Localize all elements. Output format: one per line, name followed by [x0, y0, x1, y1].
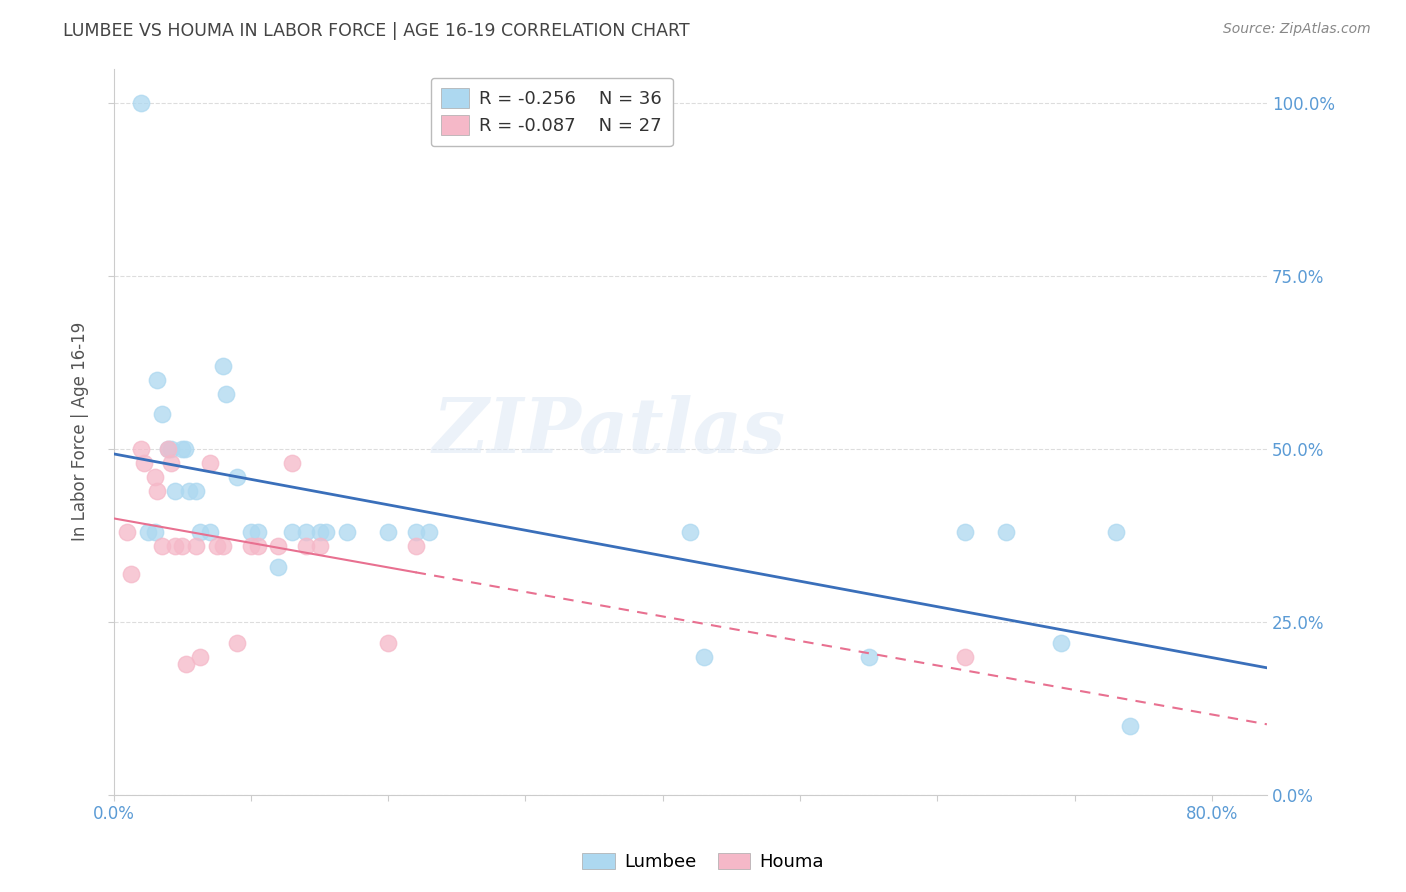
Point — [198, 456, 221, 470]
Point — [146, 373, 169, 387]
Point — [172, 539, 194, 553]
Point — [150, 539, 173, 553]
Point — [205, 539, 228, 553]
Point — [405, 525, 427, 540]
Point — [1105, 525, 1128, 540]
Point — [188, 525, 211, 540]
Point — [246, 539, 269, 553]
Point — [129, 442, 152, 456]
Point — [995, 525, 1018, 540]
Point — [117, 525, 139, 540]
Point — [160, 442, 183, 456]
Point — [294, 525, 316, 540]
Point — [246, 525, 269, 540]
Point — [120, 566, 142, 581]
Point — [418, 525, 440, 540]
Point — [215, 386, 238, 401]
Point — [129, 96, 152, 111]
Point — [146, 483, 169, 498]
Point — [377, 636, 399, 650]
Point — [953, 525, 976, 540]
Point — [184, 483, 207, 498]
Point — [294, 539, 316, 553]
Point — [267, 539, 290, 553]
Point — [267, 559, 290, 574]
Point — [143, 525, 166, 540]
Point — [157, 442, 180, 456]
Legend: R = -0.256    N = 36, R = -0.087    N = 27: R = -0.256 N = 36, R = -0.087 N = 27 — [430, 78, 673, 146]
Point — [308, 539, 330, 553]
Point — [377, 525, 399, 540]
Point — [165, 483, 187, 498]
Point — [226, 636, 249, 650]
Point — [165, 539, 187, 553]
Point — [136, 525, 159, 540]
Point — [336, 525, 359, 540]
Point — [212, 539, 235, 553]
Text: ZIPatlas: ZIPatlas — [433, 395, 786, 469]
Point — [1118, 719, 1140, 733]
Point — [858, 649, 880, 664]
Y-axis label: In Labor Force | Age 16-19: In Labor Force | Age 16-19 — [72, 322, 89, 541]
Point — [226, 469, 249, 483]
Point — [188, 649, 211, 664]
Point — [953, 649, 976, 664]
Point — [174, 442, 197, 456]
Legend: Lumbee, Houma: Lumbee, Houma — [575, 846, 831, 879]
Point — [184, 539, 207, 553]
Point — [239, 539, 262, 553]
Point — [150, 408, 173, 422]
Point — [679, 525, 702, 540]
Point — [177, 483, 200, 498]
Point — [212, 359, 235, 373]
Point — [132, 456, 155, 470]
Point — [143, 469, 166, 483]
Point — [1050, 636, 1073, 650]
Point — [281, 456, 304, 470]
Point — [157, 442, 180, 456]
Point — [308, 525, 330, 540]
Text: Source: ZipAtlas.com: Source: ZipAtlas.com — [1223, 22, 1371, 37]
Point — [239, 525, 262, 540]
Point — [172, 442, 194, 456]
Point — [160, 456, 183, 470]
Point — [176, 657, 198, 671]
Text: LUMBEE VS HOUMA IN LABOR FORCE | AGE 16-19 CORRELATION CHART: LUMBEE VS HOUMA IN LABOR FORCE | AGE 16-… — [63, 22, 690, 40]
Point — [198, 525, 221, 540]
Point — [405, 539, 427, 553]
Point — [315, 525, 337, 540]
Point — [693, 649, 716, 664]
Point — [281, 525, 304, 540]
